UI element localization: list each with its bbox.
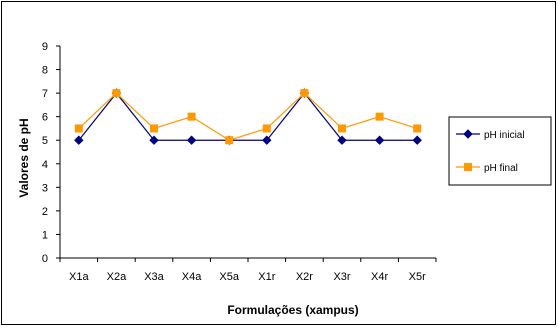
data-point (149, 135, 159, 145)
data-point (74, 124, 83, 133)
legend-swatch-marker (463, 129, 473, 139)
legend-swatch-marker (464, 163, 472, 171)
data-point (300, 89, 309, 98)
series-layer (74, 88, 422, 145)
data-point (225, 136, 234, 145)
legend-item: pH inicial (456, 129, 525, 141)
y-tick-label: 3 (42, 182, 48, 194)
series-line (78, 92, 418, 141)
x-tick-labels: X1a X2a X3a X4a X5a X1r X2r X3r X4r X5r (69, 271, 426, 283)
data-point (187, 112, 196, 121)
data-point (262, 124, 271, 133)
series-ph-inicial (74, 88, 422, 145)
x-tick-label: X3a (144, 271, 164, 283)
x-tick-label: X1r (258, 271, 275, 283)
y-tick-label: 5 (42, 135, 48, 147)
y-tick-label: 7 (42, 88, 48, 100)
data-point (374, 135, 385, 145)
legend-label: pH inicial (484, 130, 525, 141)
axes (56, 45, 437, 262)
data-point (186, 135, 197, 145)
data-point (262, 135, 272, 145)
legend-box (448, 116, 552, 186)
data-point (74, 135, 84, 145)
x-tick-label: X4r (371, 271, 388, 283)
y-tick-label: 1 (42, 229, 48, 241)
y-tick-label: 6 (42, 112, 48, 124)
series-ph-final (74, 89, 422, 145)
x-tick-label: X4a (182, 271, 202, 283)
data-point (112, 89, 121, 98)
x-tick-label: X3r (333, 271, 350, 283)
y-tick-labels: 0 1 2 3 4 5 6 7 8 9 (42, 41, 48, 265)
series-line (78, 92, 418, 141)
legend-items: pH inicial pH final (456, 129, 525, 174)
y-tick-label: 4 (42, 159, 48, 171)
y-tick-label: 8 (42, 65, 48, 77)
y-tick-label: 9 (42, 41, 48, 53)
data-point (337, 135, 347, 145)
data-point (338, 124, 346, 133)
data-point (413, 124, 422, 133)
y-tick-label: 0 (42, 253, 48, 265)
y-axis-title: Valores de pH (17, 118, 31, 197)
y-tick-label: 2 (42, 206, 48, 218)
data-point (375, 112, 384, 121)
x-tick-label: X5r (409, 271, 426, 283)
x-tick-label: X2r (296, 271, 313, 283)
legend: pH inicial pH final (448, 116, 552, 186)
x-tick-label: X1a (69, 271, 89, 283)
x-tick-label: X2a (107, 271, 127, 283)
x-axis-title: Formulações (xampus) (227, 303, 358, 317)
data-point (412, 135, 422, 145)
x-tick-label: X5a (219, 271, 239, 283)
legend-item: pH final (456, 163, 518, 174)
legend-label: pH final (484, 163, 518, 174)
data-point (150, 124, 158, 133)
